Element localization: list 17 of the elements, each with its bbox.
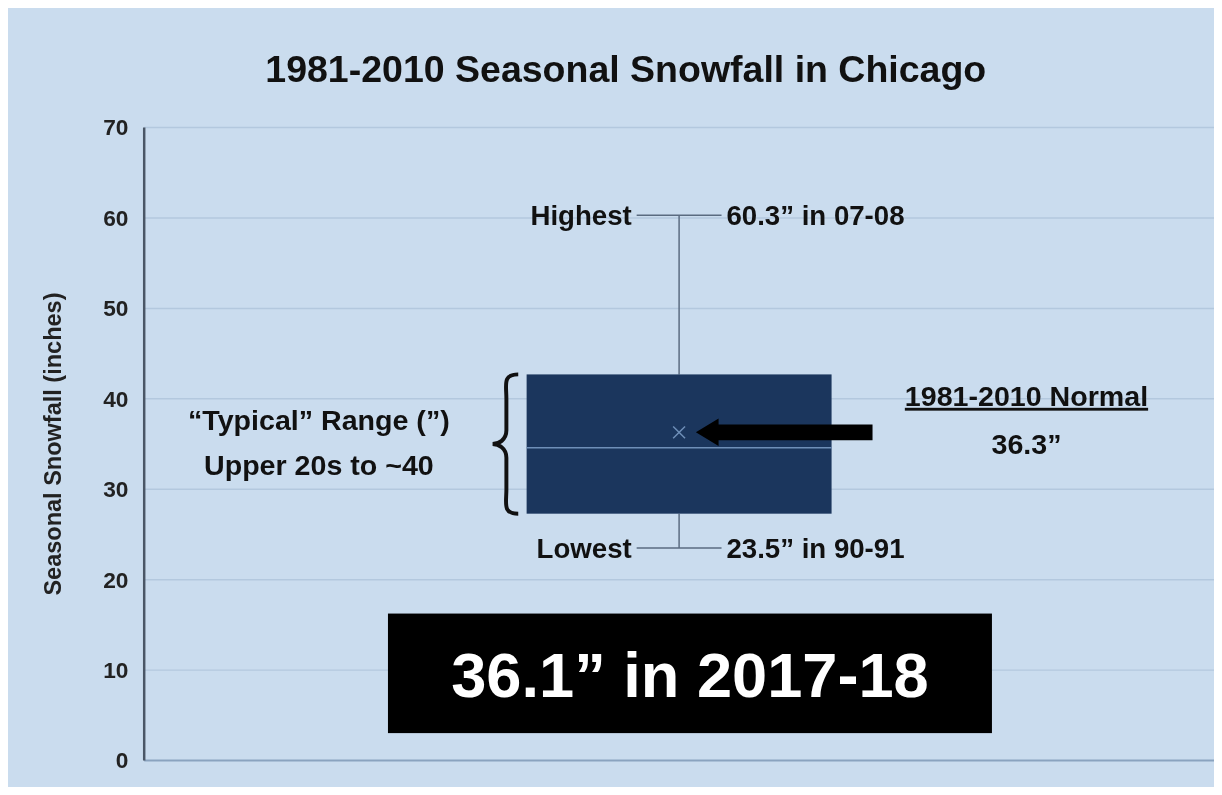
annotation: Highest — [530, 200, 632, 232]
y-tick-label: 60 — [103, 205, 129, 231]
annotation: 1981-2010 Normal 36.3” — [904, 379, 1149, 460]
y-tick-label: 10 — [103, 658, 129, 683]
y-tick-label: 30 — [103, 477, 129, 503]
y-axis-title: Seasonal Snowfall (inches) — [40, 292, 67, 596]
y-tick-label: 50 — [103, 296, 129, 322]
chart-title: 1981-2010 Seasonal Snowfall in Chicago — [265, 48, 987, 91]
y-tick-label: 40 — [103, 386, 129, 412]
annotation: 23.5” in 90-91 — [726, 532, 905, 564]
annotation: 36.1” in 2017-18 — [451, 640, 929, 710]
y-tick-label: 20 — [103, 567, 129, 593]
y-tick-label: 70 — [103, 115, 129, 141]
annotation: “Typical” Range (”) Upper 20s to ~40 — [188, 404, 450, 482]
y-tick-label: 0 — [115, 748, 129, 774]
annotation: 60.3” in 07-08 — [726, 200, 905, 232]
annotation: Lowest — [536, 532, 632, 564]
